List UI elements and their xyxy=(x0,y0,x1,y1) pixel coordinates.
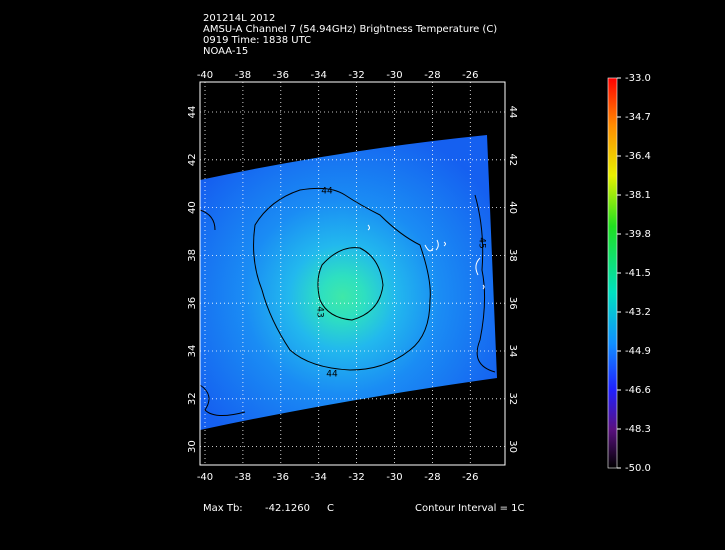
lat-label: 34 xyxy=(187,345,198,358)
lat-label: 36 xyxy=(187,297,198,310)
map: 44 43 45 44 xyxy=(199,81,506,466)
colorbar-label: -48.3 xyxy=(625,424,651,435)
contour-label: 45 xyxy=(477,237,487,248)
colorbar-label: -36.4 xyxy=(625,151,651,162)
lat-label: 38 xyxy=(187,249,198,262)
lon-label: -30 xyxy=(386,472,402,483)
lon-label: -32 xyxy=(348,70,364,81)
colorbar-label: -33.0 xyxy=(625,73,651,84)
contours xyxy=(199,187,496,416)
max-label: Max Tb: xyxy=(203,503,243,514)
lat-label: 44 xyxy=(507,106,518,119)
lon-label: -40 xyxy=(197,70,213,81)
header-line: 201214L 2012 xyxy=(203,13,275,24)
colorbar-label: -41.5 xyxy=(625,268,651,279)
lat-label: 36 xyxy=(507,297,518,310)
lon-label: -36 xyxy=(273,472,289,483)
lat-label: 32 xyxy=(507,392,518,405)
lat-label: 40 xyxy=(507,201,518,214)
max-value: -42.1260 xyxy=(265,503,310,514)
colorbar-label: -43.2 xyxy=(625,307,651,318)
header-line: NOAA-15 xyxy=(203,46,248,57)
colorbar-label: -34.7 xyxy=(625,112,651,123)
header-line: AMSU-A Channel 7 (54.94GHz) Brightness T… xyxy=(203,24,497,35)
colorbar-label: -44.9 xyxy=(625,346,651,357)
colorbar-label: -46.6 xyxy=(625,385,651,396)
contours-white xyxy=(367,224,485,290)
lat-label: 30 xyxy=(187,440,198,453)
lon-label: -32 xyxy=(348,472,364,483)
lat-label: 42 xyxy=(507,153,518,166)
lon-label: -30 xyxy=(386,70,402,81)
lat-label: 32 xyxy=(187,392,198,405)
lat-label: 44 xyxy=(187,106,198,119)
lon-label: -34 xyxy=(311,70,327,81)
lon-label: -26 xyxy=(462,472,478,483)
lat-label: 38 xyxy=(507,249,518,262)
map-frame xyxy=(199,81,506,466)
lat-label: 42 xyxy=(187,153,198,166)
contour-label: 43 xyxy=(315,306,325,317)
lon-label: -38 xyxy=(235,472,251,483)
swath xyxy=(200,135,497,430)
lat-label: 34 xyxy=(507,345,518,358)
max-unit: C xyxy=(327,503,334,514)
header-line: 0919 Time: 1838 UTC xyxy=(203,35,311,46)
lon-label: -36 xyxy=(273,70,289,81)
colorbar-label: -38.1 xyxy=(625,190,651,201)
contour-label: 44 xyxy=(326,370,338,380)
lon-label: -34 xyxy=(311,472,327,483)
grid xyxy=(200,82,505,465)
lat-label: 30 xyxy=(507,440,518,453)
lon-label: -26 xyxy=(462,70,478,81)
lon-label: -28 xyxy=(424,472,440,483)
lon-label: -38 xyxy=(235,70,251,81)
lat-label: 40 xyxy=(187,201,198,214)
lon-label: -28 xyxy=(424,70,440,81)
lon-label: -40 xyxy=(197,472,213,483)
colorbar-label: -50.0 xyxy=(625,463,651,474)
colorbar-label: -39.8 xyxy=(625,229,651,240)
contour-interval: Contour Interval = 1C xyxy=(415,503,525,514)
colorbar xyxy=(607,77,618,469)
contour-label: 44 xyxy=(321,187,333,197)
